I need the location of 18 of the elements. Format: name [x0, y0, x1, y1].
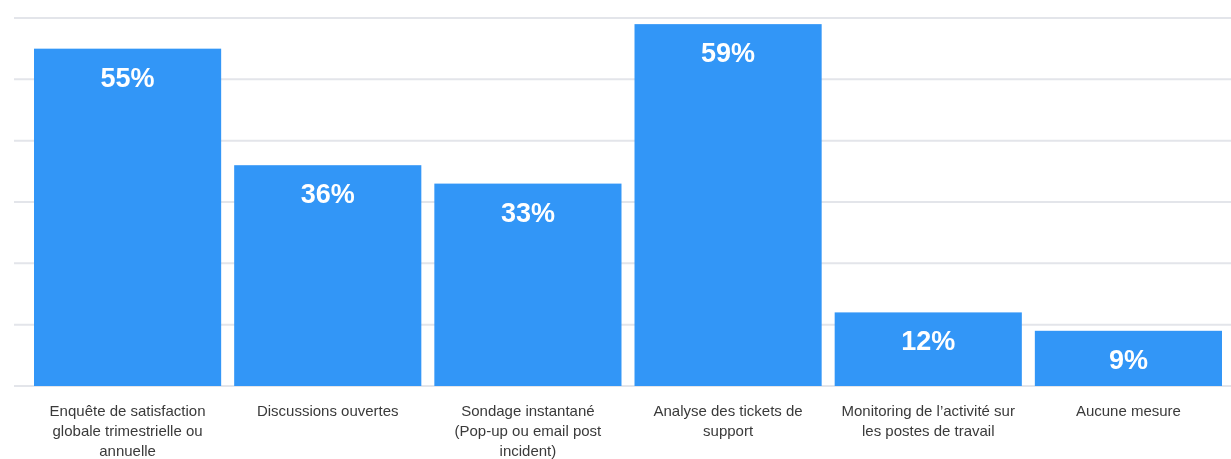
- bar: [34, 48, 222, 386]
- data-label: 9%: [1108, 344, 1148, 375]
- x-tick-label: Analyse des tickets de support: [653, 402, 803, 439]
- bar: [1034, 330, 1222, 386]
- x-tick-label: Enquête de satisfaction globale trimestrielle ou annuelle: [49, 402, 206, 459]
- data-label: 36%: [300, 179, 355, 210]
- x-tick-label: Monitoring de l’activité sur les postes de travail: [841, 402, 1015, 439]
- x-tick-label: Discussions ouvertes: [256, 402, 399, 419]
- bar: [434, 183, 622, 386]
- data-label: 59%: [701, 38, 756, 69]
- data-label: 33%: [500, 197, 555, 228]
- data-label: 55%: [100, 62, 155, 93]
- bar: [634, 24, 822, 386]
- x-tick-label: Sondage instantané (Pop-up ou email post incident): [454, 402, 603, 459]
- bar: [234, 165, 422, 386]
- data-label: 12%: [901, 326, 956, 357]
- x-tick-label: Aucune mesure: [1075, 402, 1181, 419]
- bar: [834, 312, 1022, 386]
